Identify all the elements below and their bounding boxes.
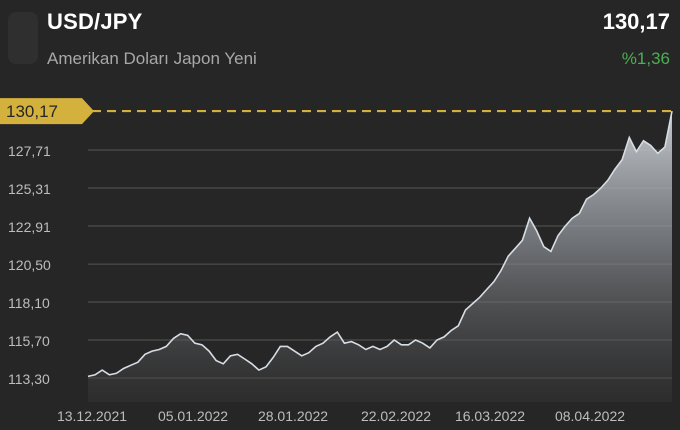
y-tick-label: 125,31 [8,181,51,197]
instrument-name: Amerikan Doları Japon Yeni [47,49,257,68]
symbol-title: USD/JPY [47,9,143,34]
chart-svg[interactable]: 127,71 125,31 122,91 120,50 118,10 115,70 113,… [0,90,680,430]
y-axis-labels: 127,71 125,31 122,91 120,50 118,10 115,70 113,… [8,143,51,387]
x-axis-labels: 13.12.2021 05.01.2022 28.01.2022 22.02.2022… [57,408,625,424]
price-change-percent: %1,36 [621,49,670,68]
x-tick-label: 05.01.2022 [158,408,228,424]
x-tick-label: 22.02.2022 [361,408,431,424]
currency-logo-placeholder [8,12,38,64]
current-price-tag-label: 130,17 [6,102,58,121]
quote-header: USD/JPY Amerikan Doları Japon Yeni 130,1… [0,0,680,90]
x-tick-label: 08.04.2022 [555,408,625,424]
y-tick-label: 118,10 [8,295,50,311]
price-chart[interactable]: 127,71 125,31 122,91 120,50 118,10 115,70 113,… [0,90,680,430]
current-price: 130,17 [602,9,670,34]
y-tick-label: 113,30 [8,371,50,387]
y-tick-label: 115,70 [8,333,50,349]
current-price-tag [0,98,94,125]
y-tick-label: 120,50 [8,257,51,273]
x-tick-label: 16.03.2022 [455,408,525,424]
x-tick-label: 28.01.2022 [258,408,328,424]
y-tick-label: 127,71 [8,143,51,159]
price-area-fill [88,111,672,402]
y-tick-label: 122,91 [8,219,51,235]
price-line [87,110,673,378]
x-tick-label: 13.12.2021 [57,408,127,424]
